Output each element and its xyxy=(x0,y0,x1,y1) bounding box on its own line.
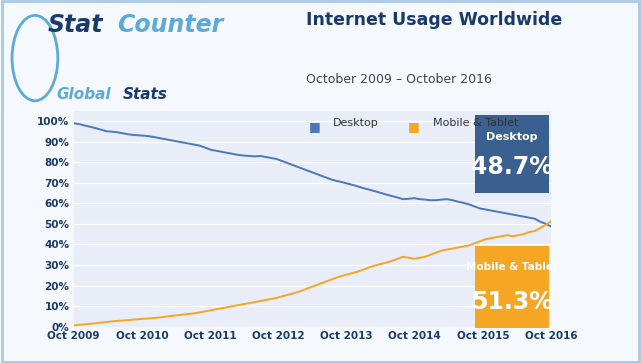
Text: Global: Global xyxy=(56,87,111,102)
Text: Internet Usage Worldwide: Internet Usage Worldwide xyxy=(306,11,563,29)
Text: Stat: Stat xyxy=(48,13,104,37)
Text: Stats: Stats xyxy=(123,87,168,102)
Text: October 2009 – October 2016: October 2009 – October 2016 xyxy=(306,73,492,86)
Text: ■: ■ xyxy=(309,120,320,133)
Text: Desktop: Desktop xyxy=(486,132,538,142)
Text: Mobile & Tablet: Mobile & Tablet xyxy=(466,262,558,272)
FancyBboxPatch shape xyxy=(475,246,549,328)
Text: 51.3%: 51.3% xyxy=(471,290,553,314)
FancyBboxPatch shape xyxy=(475,115,549,193)
Text: Mobile & Tablet: Mobile & Tablet xyxy=(433,118,518,128)
Text: Desktop: Desktop xyxy=(333,118,379,128)
Text: 48.7%: 48.7% xyxy=(471,155,553,179)
Text: Counter: Counter xyxy=(117,13,223,37)
Text: ■: ■ xyxy=(408,120,420,133)
